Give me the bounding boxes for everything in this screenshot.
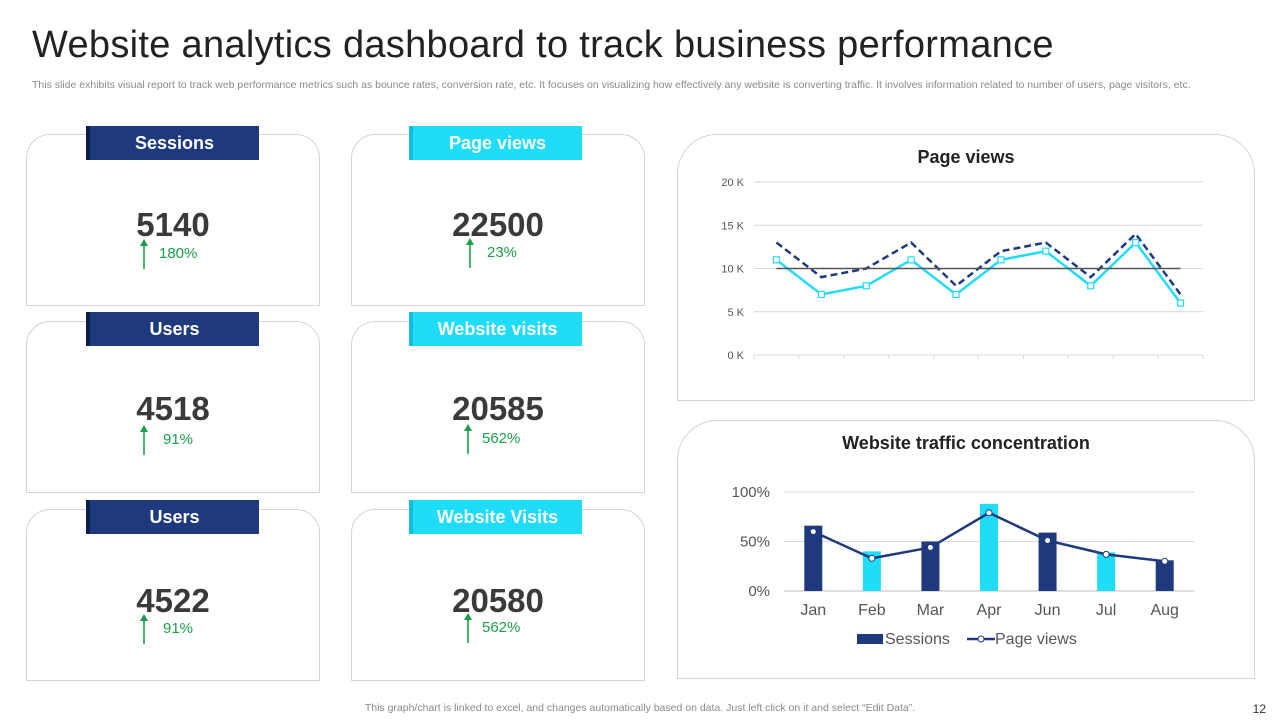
bar-sessions [1038,532,1057,591]
kpi-card-website-visits-2 [351,509,645,681]
data-point [1087,282,1095,290]
kpi-tag-users-2: Users [86,500,259,534]
kpi-change-website-visits-2: 562% [482,619,521,636]
data-point [997,256,1005,264]
y-tick-label: 0% [748,583,770,600]
kpi-change-users-2: 91% [163,620,194,637]
kpi-tag-website-visits-2: Website Visits [409,500,582,534]
x-tick-label: Apr [977,602,1003,619]
legend-label-sessions: Sessions [885,631,950,648]
kpi-value-website-visits-2: 20580 [452,582,544,619]
kpi-change-users: 91% [163,431,194,448]
data-point [817,290,825,299]
traffic-chart-title: Website traffic concentration [842,433,1090,453]
data-point [952,290,960,299]
page-subtitle: This slide exhibits visual report to tra… [32,79,1191,91]
x-tick-label: Mar [917,602,945,619]
data-point [1132,238,1140,247]
legend-marker-page-views [977,635,985,643]
up-arrow-icon [140,239,148,269]
kpi-change-website-visits: 562% [482,430,521,447]
footer-note: This graph/chart is linked to excel, and… [364,702,916,714]
legend-label-page-views: Page views [995,631,1077,648]
data-point [926,543,934,551]
y-tick-label: 5 K [727,307,744,319]
y-tick-label: 0 K [727,350,744,362]
data-point [772,256,781,264]
data-point [1176,299,1185,307]
up-arrow-icon [464,613,472,643]
data-point [862,282,870,290]
data-point [907,256,915,264]
kpi-card-website-visits [351,321,645,493]
kpi-value-sessions: 5140 [136,206,210,243]
data-point [1044,537,1052,545]
bar-sessions [1097,552,1116,591]
traffic-combo-chart: 0% 50% 100% Jan Feb Mar Apr Jun Jul Aug Sessions Pa… [732,484,1194,648]
data-point [809,528,817,536]
kpi-card-page-views [351,134,645,306]
bar-sessions [1155,560,1174,591]
bar-sessions [862,551,881,591]
page-views-chart-title: Page views [917,147,1015,167]
kpi-change-page-views: 23% [487,244,518,261]
kpi-card-sessions [26,134,320,306]
y-tick-label: 20 K [721,177,744,189]
kpi-value-users-2: 4522 [136,582,210,619]
kpi-tag-sessions: Sessions [86,126,259,160]
page-views-chart-panel: Page views [677,134,1255,401]
series-line-0 [775,232,1182,296]
legend-swatch-sessions [857,634,883,644]
up-arrow-icon [140,614,148,644]
bar-sessions [804,525,823,591]
x-tick-label: Jul [1096,602,1116,619]
x-tick-label: Aug [1150,602,1178,619]
page-views-line-chart: 0 K 5 K 10 K 15 K 20 K [721,177,1204,362]
data-point [1161,557,1169,565]
kpi-tag-website-visits: Website visits [409,312,582,346]
up-arrow-icon [466,238,474,268]
x-tick-label: Feb [858,602,886,619]
y-tick-label: 50% [740,534,770,551]
data-point [985,509,993,517]
y-tick-label: 10 K [721,264,744,276]
bar-sessions [980,503,998,591]
bar-sessions [921,541,940,591]
kpi-value-users: 4518 [136,390,210,427]
traffic-chart-panel: Website traffic concentration [677,420,1255,679]
x-tick-label: Jan [800,602,826,619]
y-tick-label: 15 K [721,220,744,232]
page-number: 12 [1252,702,1266,716]
kpi-value-website-visits: 20585 [452,390,544,427]
up-arrow-icon [140,425,148,455]
series-line-1 [775,240,1182,304]
data-point [868,554,876,562]
y-tick-label: 100% [732,484,770,501]
x-tick-label: Jun [1035,602,1061,619]
up-arrow-icon [464,424,472,454]
kpi-change-sessions: 180% [159,245,198,262]
data-point [1102,550,1110,558]
kpi-value-page-views: 22500 [452,206,544,243]
data-point [1042,247,1050,255]
kpi-tag-page-views: Page views [409,126,582,160]
page-title: Website analytics dashboard to track bus… [32,24,1054,66]
kpi-tag-users: Users [86,312,259,346]
